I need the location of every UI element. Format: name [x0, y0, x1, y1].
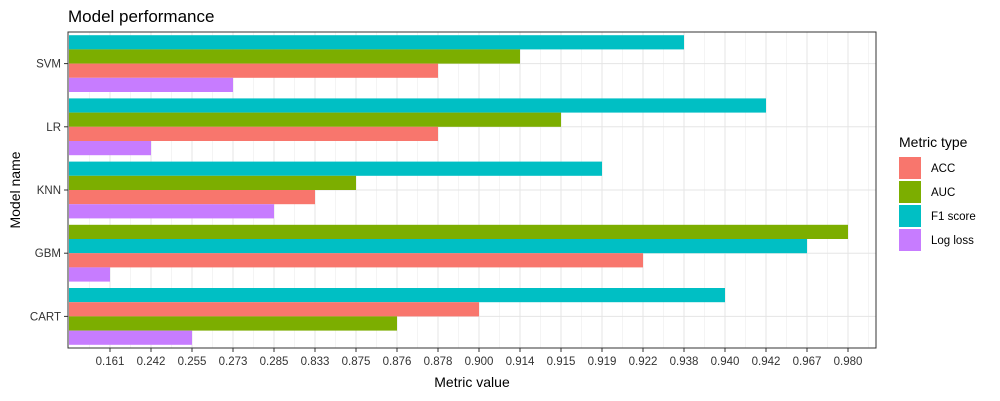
x-tick-label: 0.940: [711, 356, 740, 368]
x-tick-label: 0.255: [178, 356, 207, 368]
y-tick-label: GBM: [35, 248, 61, 260]
bar-lr-log-loss: [69, 141, 151, 156]
x-tick-label: 0.922: [629, 356, 658, 368]
y-axis-ticks: SVM LR KNN GBM CART: [30, 59, 68, 323]
y-axis-title: Model name: [7, 151, 23, 228]
x-axis-title: Metric value: [434, 374, 510, 390]
bar-cart-f1-score: [69, 288, 725, 303]
legend-title: Metric type: [899, 134, 968, 150]
bar-svm-acc: [69, 63, 438, 78]
bar-gbm-f1-score: [69, 239, 807, 254]
bar-gbm-auc: [69, 224, 848, 239]
bar-gbm-acc: [69, 253, 643, 268]
bars: [69, 35, 848, 345]
x-tick-label: 0.285: [260, 356, 289, 368]
legend-label: AUC: [931, 187, 955, 199]
bar-cart-acc: [69, 302, 479, 317]
y-tick-label: SVM: [36, 59, 61, 71]
x-tick-label: 0.161: [96, 356, 125, 368]
bar-lr-f1-score: [69, 98, 766, 113]
bar-lr-auc: [69, 112, 561, 127]
x-tick-label: 0.938: [670, 356, 699, 368]
legend: Metric type ACC AUC F1 score Log loss: [899, 134, 976, 251]
y-tick-label: CART: [30, 311, 61, 323]
legend-swatch-log-loss: [899, 229, 921, 251]
bar-gbm-log-loss: [69, 267, 110, 282]
x-tick-label: 0.833: [301, 356, 330, 368]
bar-svm-auc: [69, 49, 520, 64]
x-tick-label: 0.273: [219, 356, 248, 368]
bar-svm-f1-score: [69, 35, 684, 50]
legend-label: ACC: [931, 163, 955, 175]
x-tick-label: 0.967: [793, 356, 822, 368]
bar-knn-auc: [69, 175, 356, 190]
x-tick-label: 0.942: [752, 356, 781, 368]
x-tick-label: 0.900: [465, 356, 494, 368]
x-tick-label: 0.915: [547, 356, 576, 368]
bar-cart-auc: [69, 316, 397, 331]
x-tick-label: 0.876: [383, 356, 412, 368]
y-tick-label: LR: [46, 122, 61, 134]
y-tick-label: KNN: [37, 185, 61, 197]
x-tick-label: 0.919: [588, 356, 617, 368]
chart-title: Model performance: [68, 7, 214, 26]
x-tick-label: 0.875: [342, 356, 371, 368]
x-tick-label: 0.242: [137, 356, 166, 368]
legend-swatch-f1-score: [899, 205, 921, 227]
legend-swatch-auc: [899, 181, 921, 203]
bar-svm-log-loss: [69, 77, 233, 92]
bar-lr-acc: [69, 126, 438, 141]
x-tick-label: 0.914: [506, 356, 535, 368]
legend-swatch-acc: [899, 157, 921, 179]
legend-label: F1 score: [931, 211, 976, 223]
legend-label: Log loss: [931, 235, 974, 247]
x-tick-label: 0.878: [424, 356, 453, 368]
bar-knn-acc: [69, 190, 315, 205]
bar-cart-log-loss: [69, 330, 192, 345]
bar-knn-log-loss: [69, 204, 274, 219]
x-axis-ticks: 0.161 0.242 0.255 0.273 0.285 0.833 0.875 0.876…: [96, 348, 863, 368]
x-tick-label: 0.980: [834, 356, 863, 368]
bar-knn-f1-score: [69, 161, 602, 176]
